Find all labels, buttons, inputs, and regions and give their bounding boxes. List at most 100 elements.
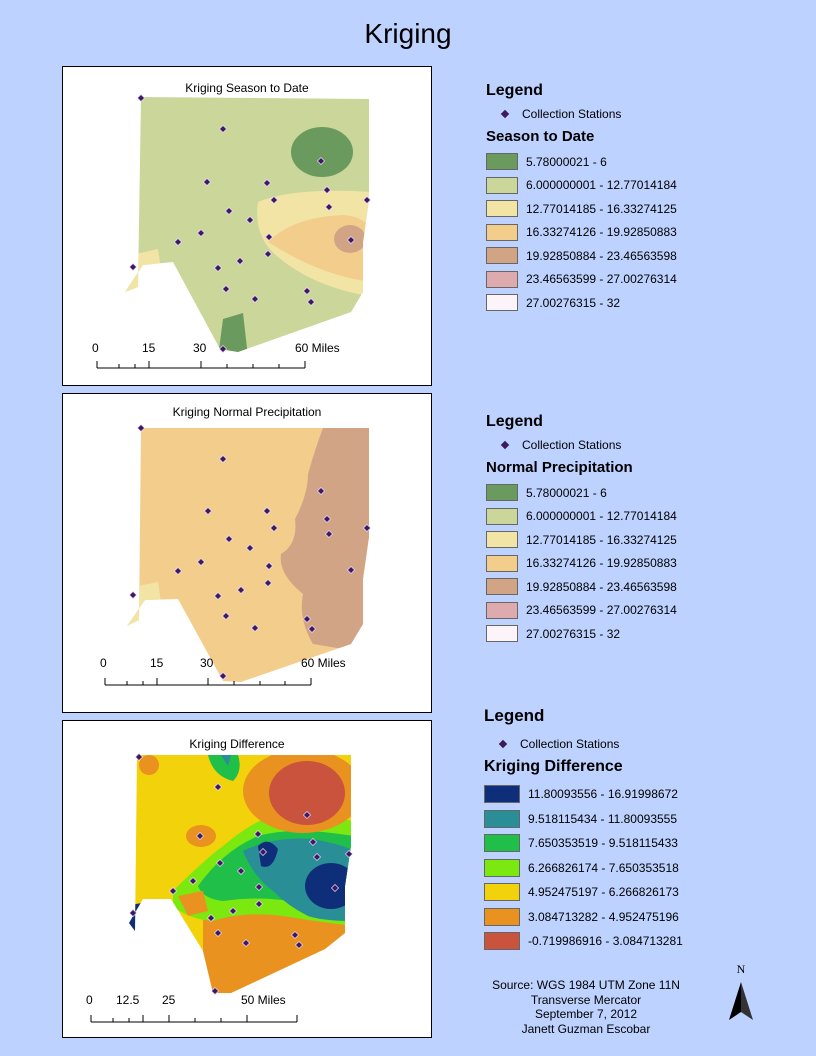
legend-label: 6.266826174 - 7.650353518	[528, 860, 679, 875]
map-frame-difference: Kriging Difference 0 12.5 25 50 Miles	[62, 720, 432, 1038]
map-credits: Source: WGS 1984 UTM Zone 11N Transverse…	[466, 978, 706, 1036]
legend-heading: Legend	[484, 706, 545, 725]
legend-swatch	[486, 601, 518, 619]
legend-subtitle: Season to Date	[486, 128, 595, 145]
legend-row: 3.084713282 - 4.952475196	[484, 905, 804, 930]
legend-classes: 11.80093556 - 16.91998672 9.518115434 - …	[484, 782, 804, 954]
scale-label: 60 Miles	[301, 656, 346, 670]
map-season-to-date	[96, 93, 372, 369]
page-title: Kriging	[364, 18, 452, 49]
legend-swatch	[486, 223, 518, 241]
author-text: Janett Guzman Escobar	[521, 1021, 651, 1036]
legend-swatch	[484, 785, 520, 804]
legend-label: 16.33274126 - 19.92850883	[526, 225, 677, 240]
legend-swatch	[486, 153, 518, 171]
legend-heading: Legend	[486, 82, 543, 99]
scale-label: 30	[200, 656, 214, 670]
legend-label: 5.78000021 - 6	[526, 485, 607, 500]
legend-label: 3.084713282 - 4.952475196	[528, 909, 679, 924]
legend-season: Legend Collection Stations Season to Dat…	[486, 82, 806, 315]
legend-row: 5.78000021 - 6	[486, 150, 806, 174]
legend-row: -0.719986916 - 3.084713281	[484, 929, 804, 954]
scale-label: 30	[193, 341, 207, 355]
legend-label: 4.952475197 - 6.266826173	[528, 885, 679, 900]
legend-row: 9.518115434 - 11.80093555	[484, 807, 804, 832]
scale-label: 15	[142, 341, 156, 355]
scale-label: 25	[162, 993, 176, 1007]
legend-row: 19.92850884 - 23.46563598	[486, 575, 806, 599]
legend-label: 27.00276315 - 32	[526, 295, 621, 310]
legend-row: 23.46563599 - 27.00276314	[486, 268, 806, 292]
date-text: September 7, 2012	[534, 1007, 638, 1021]
legend-swatch	[486, 554, 518, 572]
legend-label: 12.77014185 - 16.33274125	[526, 201, 677, 216]
north-label: N	[736, 962, 746, 976]
map-frame-season: Kriging Season to Date 0 15 30 60 Miles	[62, 66, 432, 386]
legend-swatch	[486, 200, 518, 218]
legend-stations: Collection Stations	[486, 104, 806, 124]
map-frame-normal: Kriging Normal Precipitation 0 15 30 60 …	[62, 393, 432, 713]
legend-row: 27.00276315 - 32	[486, 291, 806, 315]
legend-swatch	[486, 578, 518, 596]
legend-label: 16.33274126 - 19.92850883	[526, 556, 677, 571]
legend-label: 23.46563599 - 27.00276314	[526, 603, 677, 618]
legend-stations-label: Collection Stations	[522, 438, 622, 452]
legend-stations-label: Collection Stations	[522, 107, 622, 121]
legend-swatch	[486, 294, 518, 312]
legend-classes: 5.78000021 - 6 6.000000001 - 12.77014184…	[486, 481, 806, 646]
station-marker-icon	[498, 739, 508, 749]
legend-label: 12.77014185 - 16.33274125	[526, 532, 677, 547]
legend-label: 23.46563599 - 27.00276314	[526, 272, 677, 287]
north-arrow-shape	[729, 982, 753, 1020]
legend-row: 4.952475197 - 6.266826173	[484, 880, 804, 905]
map-kriging-difference	[90, 752, 354, 1023]
map-title: Kriging Difference	[189, 737, 285, 751]
legend-swatch	[486, 531, 518, 549]
legend-row: 6.000000001 - 12.77014184	[486, 505, 806, 529]
legend-stations-label: Collection Stations	[520, 737, 620, 751]
legend-swatch	[484, 932, 520, 951]
legend-label: 9.518115434 - 11.80093555	[528, 811, 678, 826]
station-markers	[128, 423, 372, 681]
legend-stations: Collection Stations	[486, 435, 806, 455]
map-normal-precipitation	[104, 423, 372, 686]
legend-row: 6.266826174 - 7.650353518	[484, 856, 804, 881]
station-markers	[128, 93, 372, 354]
scale-label: 0	[92, 341, 99, 355]
scale-label: 60 Miles	[295, 341, 340, 355]
legend-swatch	[484, 883, 520, 902]
legend-label: 19.92850884 - 23.46563598	[526, 248, 677, 263]
scale-label: 0	[86, 993, 93, 1007]
scale-label: 50 Miles	[241, 993, 286, 1007]
legend-swatch	[486, 625, 518, 643]
source-text: Source: WGS 1984 UTM Zone 11N	[492, 978, 680, 992]
map-title: Kriging Season to Date	[185, 81, 309, 95]
station-marker-icon	[500, 440, 510, 450]
legend-row: 7.650353519 - 9.518115433	[484, 831, 804, 856]
legend-row: 16.33274126 - 19.92850883	[486, 221, 806, 245]
scale-bar	[90, 1015, 298, 1023]
legend-swatch	[484, 809, 520, 828]
legend-heading: Legend	[486, 413, 543, 430]
legend-stations: Collection Stations	[484, 734, 804, 754]
scale-label: 0	[100, 656, 107, 670]
legend-swatch	[484, 858, 520, 877]
legend-difference: Legend Collection Stations Kriging Diffe…	[484, 706, 804, 954]
legend-swatch	[486, 270, 518, 288]
legend-swatch	[486, 247, 518, 265]
legend-row: 27.00276315 - 32	[486, 622, 806, 646]
legend-classes: 5.78000021 - 6 6.000000001 - 12.77014184…	[486, 150, 806, 315]
legend-row: 11.80093556 - 16.91998672	[484, 782, 804, 807]
legend-row: 12.77014185 - 16.33274125	[486, 197, 806, 221]
north-arrow-icon: N	[724, 962, 758, 1026]
legend-row: 6.000000001 - 12.77014184	[486, 174, 806, 198]
legend-swatch	[486, 176, 518, 194]
legend-swatch	[484, 834, 520, 853]
legend-label: 6.000000001 - 12.77014184	[526, 509, 677, 524]
scale-label: 12.5	[116, 993, 140, 1007]
legend-subtitle: Normal Precipitation	[486, 459, 633, 476]
station-marker-icon	[500, 109, 510, 119]
legend-row: 19.92850884 - 23.46563598	[486, 244, 806, 268]
map-title: Kriging Normal Precipitation	[172, 405, 322, 419]
legend-row: 23.46563599 - 27.00276314	[486, 599, 806, 623]
